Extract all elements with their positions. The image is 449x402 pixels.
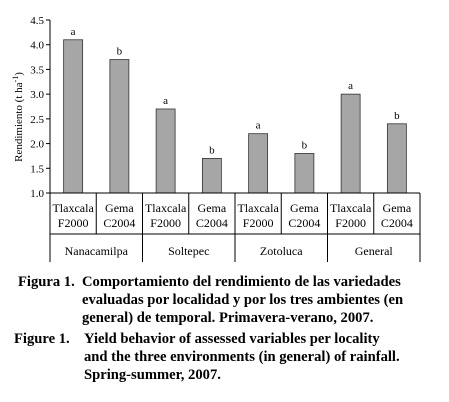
significance-letter: b [209, 144, 215, 156]
y-axis: 1.0 1.5 2.0 2.5 3.0 3.5 4.0 4.5 [30, 15, 51, 200]
bar-label-line1: Gema [105, 201, 134, 215]
y-tick-label: 3.0 [30, 89, 44, 101]
bar [294, 153, 315, 194]
bar [386, 123, 407, 194]
figure-caption-spanish: Figura 1. Comportamiento del rendimiento… [0, 273, 449, 327]
bar-label-line2: F2000 [150, 216, 181, 230]
significance-letter: a [71, 26, 76, 38]
bar-label-line2: C2004 [103, 216, 135, 230]
group-label: Zotoluca [260, 244, 303, 258]
significance-letter: b [394, 110, 400, 122]
bar-label-line2: C2004 [196, 216, 228, 230]
bar-label-line1: Tlaxcala [330, 201, 372, 215]
bar-label-line1: Tlaxcala [145, 201, 187, 215]
group-label: Soltepec [168, 244, 209, 258]
y-tick-label: 4.0 [30, 40, 44, 52]
bar-label-line1: Tlaxcala [52, 201, 94, 215]
y-tick-label: 4.5 [30, 15, 44, 27]
x-axis-table: TlaxcalaF2000GemaC2004NanacamilpaTlaxcal… [49, 192, 421, 262]
caption-label-spanish: Figura 1. [18, 274, 75, 290]
bar-label-line2: F2000 [335, 216, 366, 230]
caption-line: Spring-summer, 2007. [84, 367, 221, 383]
significance-letter: a [256, 120, 261, 132]
caption-line: and the three environments (in general) … [84, 349, 400, 365]
significance-letter: b [117, 46, 123, 58]
y-tick-label: 1.0 [30, 188, 44, 200]
yield-bar-chart: Rendimiento (t ha-1) 1.0 1.5 2.0 2.5 3.0 3.5 4… [11, 15, 421, 262]
significance-letter: a [163, 95, 168, 107]
significance-letter: b [302, 139, 308, 151]
significance-letter: a [348, 80, 353, 92]
bar-label-line1: Tlaxcala [237, 201, 279, 215]
bar [248, 133, 269, 194]
group-label: Nanacamilpa [65, 244, 129, 258]
bar-label-line2: F2000 [58, 216, 89, 230]
bar-label-line2: C2004 [381, 216, 413, 230]
caption-line: general) de temporal. Primavera-verano, … [82, 310, 374, 326]
group-label: General [355, 244, 394, 258]
bar-label-line2: F2000 [243, 216, 274, 230]
figure-caption-english: Figure 1. Yield behavior of assessed var… [0, 330, 449, 384]
bar-label-line1: Gema [383, 201, 412, 215]
bars: a b a b a b a b [63, 26, 407, 194]
y-tick-label: 2.0 [30, 139, 44, 151]
bar-label-line1: Gema [290, 201, 319, 215]
caption-line: Comportamiento del rendimiento de las va… [82, 274, 401, 290]
y-axis-label: Rendimiento (t ha-1) [11, 72, 25, 162]
bar-label-line2: C2004 [288, 216, 320, 230]
bar [201, 157, 222, 194]
caption-label-english: Figure 1. [14, 331, 70, 347]
bar [340, 93, 361, 194]
bar [109, 59, 130, 194]
caption-line: evaluadas por localidad y por los tres a… [82, 292, 404, 308]
y-tick-label: 2.5 [30, 114, 44, 126]
bar [155, 108, 176, 194]
y-tick-label: 3.5 [30, 64, 44, 76]
caption-line: Yield behavior of assessed variables per… [84, 331, 380, 347]
y-tick-label: 1.5 [30, 163, 44, 175]
bar-label-line1: Gema [198, 201, 227, 215]
bar [63, 39, 84, 194]
